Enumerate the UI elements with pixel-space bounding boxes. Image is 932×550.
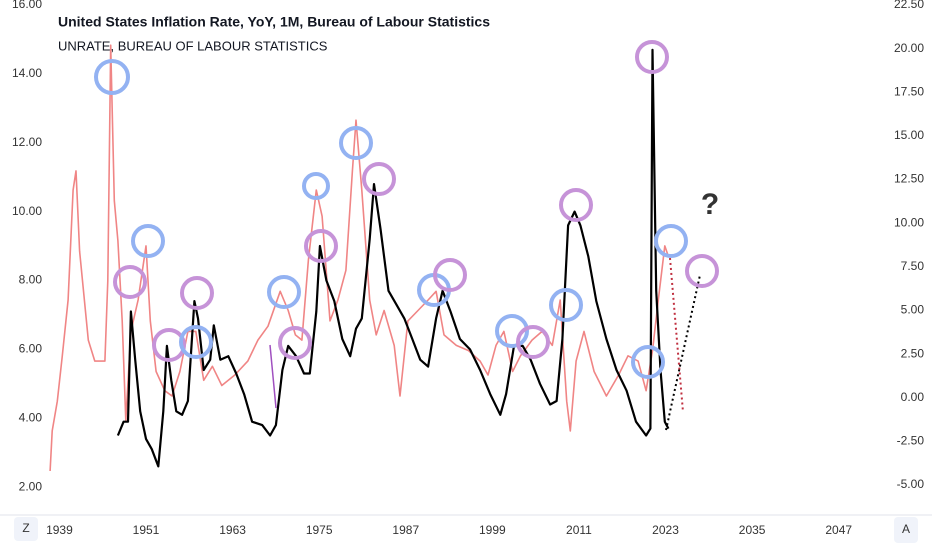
x-tick-label: 2011 <box>566 523 592 537</box>
y-tick-label: 6.00 <box>19 342 43 356</box>
y-axes: 2.00 4.00 6.00 8.00 10.00 12.00 14.00 16.00 -5.0… <box>12 0 924 493</box>
x-tick-label: 1939 <box>46 523 73 537</box>
y2-tick-label: 15.00 <box>894 128 924 142</box>
y2-tick-label: 7.50 <box>901 259 925 273</box>
x-axis: 1939 1951 1963 1975 1987 1999 2011 2023 2035 2047 <box>46 523 852 537</box>
y-tick-label: 12.00 <box>12 135 42 149</box>
y2-tick-label: 17.50 <box>894 84 924 98</box>
highlight-circle <box>559 188 593 222</box>
y2-tick-label: -2.50 <box>897 434 925 448</box>
right-axis-panel <box>882 0 932 515</box>
x-tick-label: 1999 <box>479 523 506 537</box>
y-tick-label: 2.00 <box>19 479 43 493</box>
drawings <box>94 40 719 431</box>
highlight-circle <box>113 265 147 299</box>
auto-scale-label[interactable]: A <box>902 522 910 536</box>
highlight-circle <box>267 275 301 309</box>
drawing-line <box>269 344 277 409</box>
x-tick-label: 2035 <box>739 523 766 537</box>
y2-tick-label: 2.50 <box>901 346 925 360</box>
highlight-circle <box>94 59 130 95</box>
highlight-circle <box>433 258 467 292</box>
left-axis-panel <box>0 0 46 515</box>
y2-tick-label: 0.00 <box>901 390 925 404</box>
highlight-circle <box>339 126 373 160</box>
y2-tick-label: 10.00 <box>894 215 924 229</box>
x-tick-label: 2023 <box>652 523 679 537</box>
x-tick-label: 1987 <box>392 523 419 537</box>
x-tick-label: 1951 <box>133 523 160 537</box>
highlight-circle <box>152 328 186 362</box>
highlight-circle <box>654 224 688 258</box>
y-tick-label: 16.00 <box>12 0 42 11</box>
y2-tick-label: 20.00 <box>894 41 924 55</box>
x-tick-label: 1975 <box>306 523 333 537</box>
highlight-circle <box>278 326 312 360</box>
projection-line <box>669 257 684 413</box>
x-tick-label: 1963 <box>219 523 246 537</box>
highlight-circle <box>495 314 529 348</box>
y2-tick-label: 12.50 <box>894 172 924 186</box>
y-tick-label: 10.00 <box>12 204 42 218</box>
y2-tick-label: 5.00 <box>901 303 925 317</box>
highlight-circle <box>516 325 550 359</box>
highlight-circle <box>304 229 338 263</box>
zoom-button[interactable] <box>14 517 38 541</box>
x-tick-label: 2047 <box>825 523 852 537</box>
y-tick-label: 14.00 <box>12 66 42 80</box>
y-tick-label: 8.00 <box>19 273 43 287</box>
y2-tick-label: 22.50 <box>894 0 924 11</box>
highlight-circle <box>631 345 665 379</box>
legend-entry: UNRATE, BUREAU OF LABOUR STATISTICS <box>58 38 328 53</box>
highlight-circle <box>635 40 669 74</box>
y2-tick-label: -5.00 <box>897 477 925 491</box>
highlight-circle <box>302 172 330 200</box>
highlight-circle <box>549 288 583 322</box>
highlight-circle <box>180 276 214 310</box>
highlight-circle <box>179 325 213 359</box>
zoom-button-label[interactable]: Z <box>22 521 29 535</box>
annotation: ? <box>701 188 719 221</box>
projection-line <box>665 274 701 431</box>
legend-entry: United States Inflation Rate, YoY, 1M, B… <box>58 14 490 30</box>
highlight-circle <box>685 254 719 288</box>
y-tick-label: 4.00 <box>19 410 43 424</box>
auto-scale-button[interactable] <box>894 517 918 543</box>
highlight-circle <box>131 224 165 258</box>
highlight-circle <box>362 162 396 196</box>
